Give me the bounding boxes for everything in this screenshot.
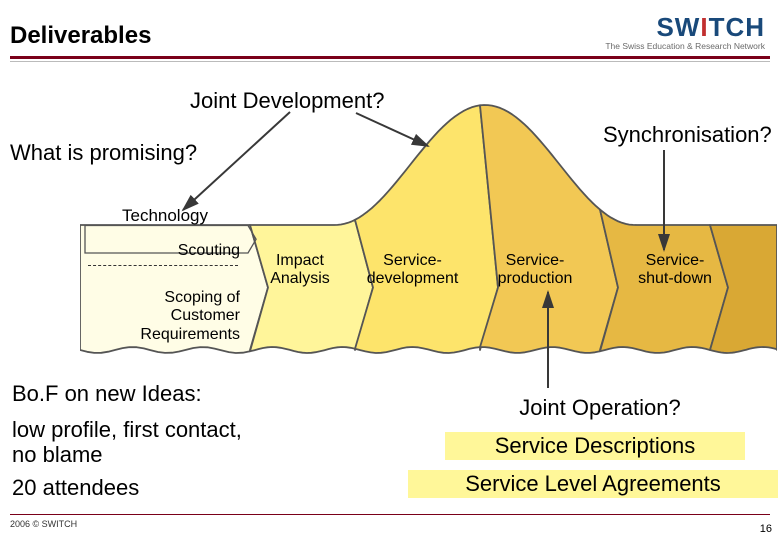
svc-dev-l2: development: [367, 270, 459, 287]
impact-l2: Analysis: [270, 270, 330, 287]
impact-l1: Impact: [276, 252, 324, 269]
low-l1: low profile, first contact,: [12, 417, 242, 442]
slide: Deliverables SWITCH The Swiss Education …: [0, 0, 780, 537]
column-impact: Impact Analysis: [260, 252, 340, 289]
scoping-l1: Scoping of: [164, 289, 240, 306]
scoping-l3: Requirements: [140, 326, 240, 343]
text-service-descriptions: Service Descriptions: [445, 432, 745, 460]
column-scouting: Scouting: [100, 242, 240, 260]
header-rule-thin: [10, 61, 770, 62]
logo: SWITCH The Swiss Education & Research Ne…: [605, 12, 765, 51]
svc-dev-l1: Service-: [383, 252, 442, 269]
scoping-l2: Customer: [171, 307, 240, 324]
column-service-shutdown: Service- shut-down: [625, 252, 725, 289]
footer-copyright: 2006 © SWITCH: [10, 519, 77, 529]
text-sla: Service Level Agreements: [408, 470, 778, 498]
svc-prod-l1: Service-: [506, 252, 565, 269]
column-scoping: Scoping of Customer Requirements: [100, 289, 240, 344]
svc-shut-l1: Service-: [646, 252, 705, 269]
bullet-attendees: 20 attendees: [12, 475, 139, 501]
svc-shut-l2: shut-down: [638, 270, 712, 287]
page-number: 16: [760, 523, 772, 535]
text-joint-operation: Joint Operation?: [460, 395, 740, 421]
low-l2: no blame: [12, 442, 103, 467]
logo-text: SWITCH: [605, 12, 765, 43]
footer-rule: [10, 514, 770, 515]
svc-prod-l2: production: [498, 270, 573, 287]
column-technology-header: Technology: [110, 206, 220, 226]
bullet-low-profile: low profile, first contact, no blame: [12, 417, 242, 468]
header-rule-thick: [10, 56, 770, 59]
scouting-scoping-divider: [88, 265, 238, 266]
column-service-development: Service- development: [355, 252, 470, 289]
page-title: Deliverables: [10, 22, 151, 50]
column-service-production: Service- production: [485, 252, 585, 289]
bullet-bof: Bo.F on new Ideas:: [12, 381, 202, 407]
logo-subtitle: The Swiss Education & Research Network: [605, 41, 765, 51]
